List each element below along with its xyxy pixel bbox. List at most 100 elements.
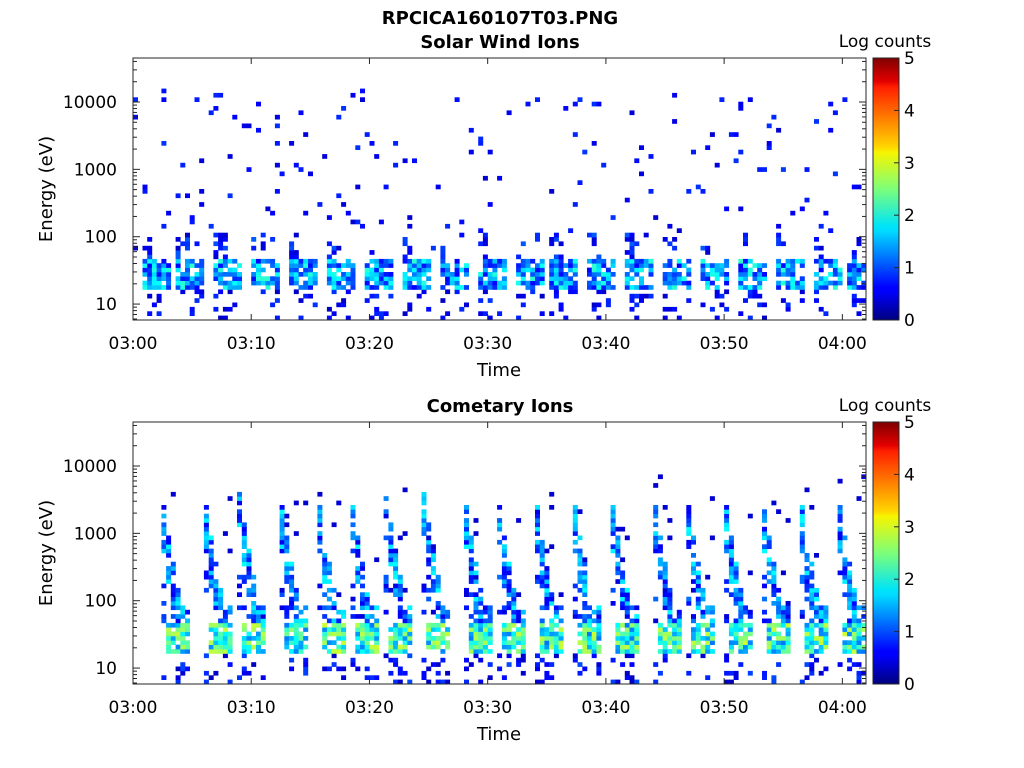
- heatmap-cell: [360, 596, 365, 602]
- heatmap-cell: [426, 644, 432, 650]
- heatmap-cell: [331, 263, 337, 268]
- heatmap-cell: [818, 627, 824, 632]
- heatmap-cell: [662, 293, 668, 299]
- heatmap-cell: [222, 285, 228, 290]
- heatmap-cell: [610, 526, 616, 532]
- heatmap-cell: [222, 306, 228, 312]
- heatmap-cell: [241, 557, 247, 563]
- heatmap-cell: [189, 311, 195, 316]
- heatmap-cell: [402, 587, 408, 593]
- heatmap-cell: [293, 622, 299, 628]
- heatmap-cell: [374, 627, 380, 632]
- heatmap-cell: [823, 636, 829, 641]
- heatmap-cell: [213, 276, 219, 281]
- heatmap-cell: [369, 276, 375, 281]
- heatmap-cell: [274, 162, 280, 168]
- heatmap-cell: [308, 267, 313, 273]
- heatmap-cell: [156, 280, 162, 286]
- heatmap-cell: [501, 605, 507, 611]
- heatmap-cell: [440, 609, 446, 615]
- heatmap-cell: [771, 679, 777, 685]
- heatmap-cell: [558, 644, 564, 650]
- heatmap-cell: [478, 618, 484, 624]
- heatmap-cell: [360, 97, 365, 102]
- heatmap-cell: [549, 618, 555, 624]
- heatmap-cell: [350, 548, 356, 554]
- heatmap-cell: [568, 276, 574, 281]
- heatmap-cell: [393, 557, 399, 563]
- heatmap-cell: [246, 553, 252, 558]
- heatmap-cell: [776, 280, 782, 286]
- heatmap-cell: [539, 649, 545, 654]
- heatmap-cell: [464, 302, 469, 308]
- heatmap-cell: [662, 263, 668, 268]
- heatmap-cell: [237, 513, 242, 519]
- heatmap-cell: [752, 289, 758, 295]
- heatmap-cell: [591, 263, 597, 268]
- heatmap-cell: [695, 640, 701, 645]
- heatmap-cell: [426, 539, 432, 545]
- heatmap-cell: [241, 574, 247, 580]
- heatmap-cell: [492, 276, 498, 281]
- heatmap-cell: [364, 675, 370, 680]
- heatmap-cell: [847, 583, 853, 589]
- heatmap-cell: [430, 622, 436, 628]
- heatmap-cell: [738, 614, 744, 619]
- heatmap-cell: [175, 596, 181, 602]
- heatmap-cell: [303, 500, 309, 506]
- heatmap-cell: [345, 289, 351, 295]
- heatmap-cell: [596, 280, 602, 286]
- heatmap-cell: [558, 631, 564, 637]
- heatmap-cell: [345, 263, 351, 268]
- heatmap-cell: [487, 631, 493, 637]
- heatmap-cell: [582, 649, 588, 654]
- heatmap-cell: [388, 627, 394, 632]
- x-tick-label: 03:50: [700, 698, 749, 718]
- heatmap-cell: [610, 505, 616, 510]
- heatmap-cell: [714, 285, 720, 290]
- heatmap-cell: [426, 306, 432, 312]
- heatmap-cell: [478, 636, 484, 641]
- heatmap-cell: [341, 609, 347, 615]
- heatmap-cell: [544, 601, 550, 606]
- heatmap-cell: [861, 280, 867, 286]
- heatmap-cell: [166, 285, 172, 290]
- heatmap-cell: [478, 609, 484, 615]
- heatmap-cell: [705, 644, 711, 650]
- heatmap-cell: [804, 627, 810, 632]
- heatmap-cell: [430, 579, 436, 584]
- heatmap-cell: [185, 640, 190, 645]
- heatmap-cell: [407, 258, 413, 264]
- heatmap-cell: [208, 553, 214, 558]
- heatmap-cell: [364, 267, 370, 273]
- heatmap-cell: [738, 649, 744, 654]
- heatmap-cell: [738, 601, 744, 606]
- heatmap-cell: [762, 526, 767, 532]
- heatmap-cell: [766, 570, 772, 576]
- heatmap-cell: [814, 119, 819, 124]
- heatmap-cell: [218, 592, 224, 597]
- heatmap-cell: [355, 574, 361, 580]
- heatmap-cell: [435, 614, 441, 619]
- heatmap-cell: [241, 579, 247, 584]
- heatmap-cell: [724, 263, 730, 268]
- heatmap-cell: [662, 280, 668, 286]
- heatmap-cell: [492, 285, 498, 290]
- heatmap-cell: [601, 263, 607, 268]
- heatmap-cell: [596, 631, 602, 637]
- heatmap-cell: [430, 245, 436, 251]
- heatmap-cell: [818, 605, 824, 611]
- heatmap-cell: [743, 622, 748, 628]
- heatmap-cell: [326, 666, 332, 672]
- heatmap-cell: [246, 592, 252, 597]
- heatmap-cell: [364, 618, 370, 624]
- heatmap-cell: [298, 315, 304, 321]
- heatmap-cell: [166, 544, 172, 549]
- heatmap-cell: [393, 644, 399, 650]
- heatmap-cell: [809, 649, 815, 654]
- heatmap-cell: [799, 535, 805, 541]
- heatmap-cell: [482, 272, 488, 277]
- heatmap-cell: [591, 618, 597, 624]
- heatmap-cell: [851, 298, 857, 303]
- heatmap-cell: [662, 649, 668, 654]
